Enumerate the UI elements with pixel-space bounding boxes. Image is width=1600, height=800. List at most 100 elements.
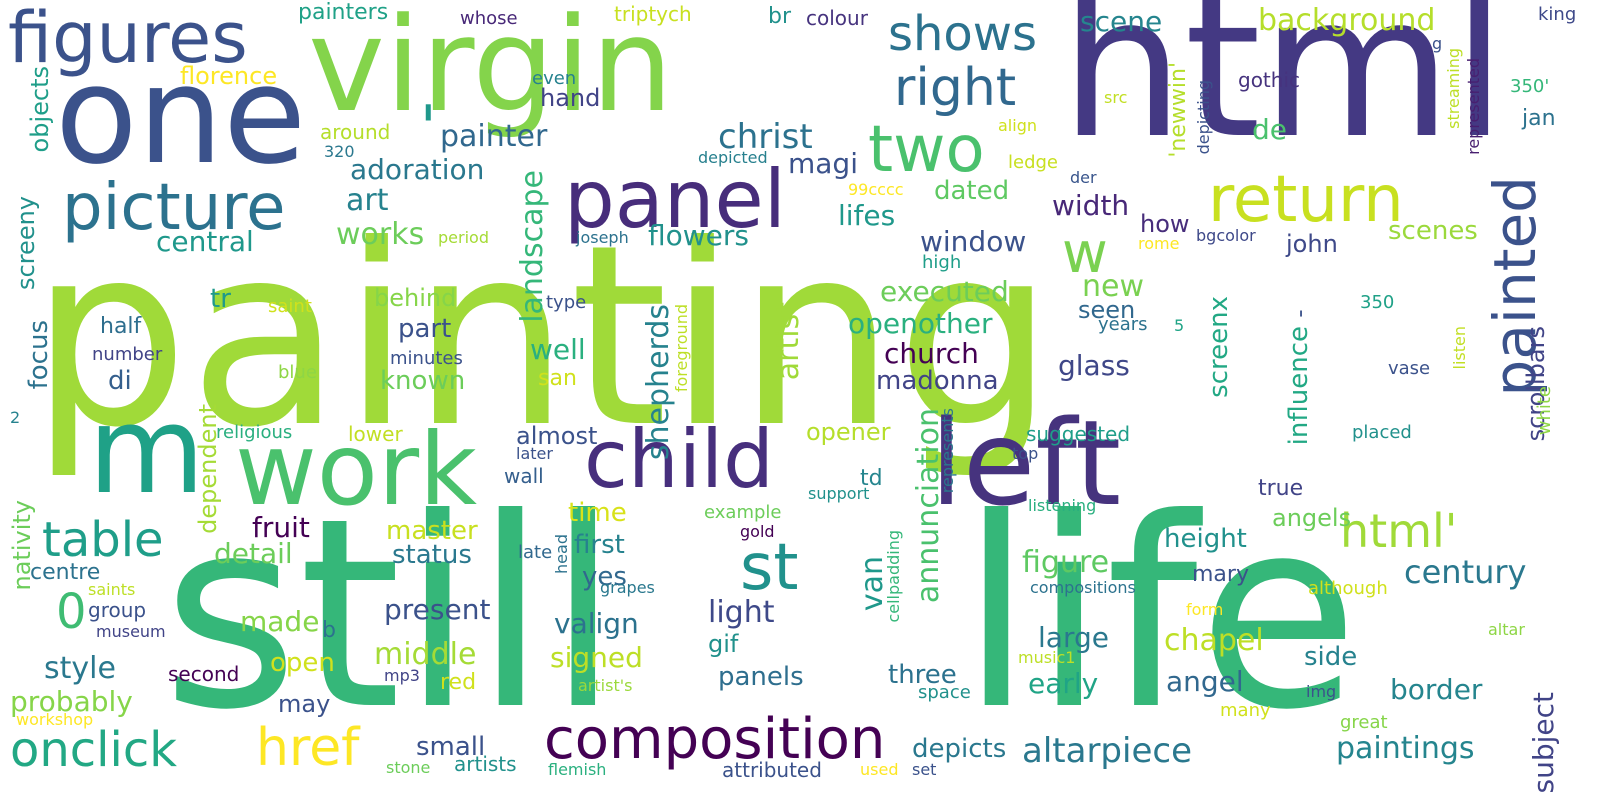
word: width (1052, 189, 1130, 222)
word: g (1432, 34, 1443, 53)
word: 350' (1510, 76, 1550, 97)
word: great (1340, 712, 1388, 733)
word: well (530, 333, 586, 366)
word: century (1404, 553, 1527, 591)
word: painter (440, 119, 548, 154)
word: altar (1488, 620, 1525, 639)
word: even (532, 68, 577, 89)
word: although (1308, 578, 1388, 599)
word: placed (1352, 422, 1412, 443)
word: depicted (698, 148, 768, 167)
word: openother (848, 307, 993, 340)
word: left (930, 394, 1122, 532)
word: saint (268, 296, 312, 317)
word: detail (214, 537, 293, 570)
word: large (1038, 621, 1109, 654)
word: type (546, 292, 587, 313)
word: figures (8, 0, 248, 79)
word: attributed (722, 758, 822, 782)
word: glass (1058, 349, 1130, 382)
word: behind (374, 284, 457, 312)
word: return (1208, 163, 1404, 237)
word: used (860, 760, 899, 779)
word: stone (386, 758, 431, 777)
word: side (1304, 642, 1358, 672)
word: focus (24, 320, 54, 390)
word: table (42, 512, 164, 568)
word: window (920, 225, 1027, 258)
word: artists (454, 752, 517, 776)
word: altarpiece (1022, 731, 1192, 771)
word: tr (210, 284, 231, 314)
word: madonna (876, 366, 999, 396)
word: florence (180, 62, 278, 90)
word: represented (1464, 58, 1483, 155)
word: represents (938, 408, 957, 494)
word: br (768, 4, 792, 29)
word: ' (420, 93, 437, 163)
word: vase (1388, 358, 1431, 379)
word: align (998, 116, 1037, 135)
word: opener (806, 418, 891, 446)
word: cellpadding (884, 530, 903, 623)
word: wall (504, 464, 544, 488)
word: onclick (10, 722, 178, 778)
word: high (922, 252, 962, 273)
word: form (1186, 600, 1224, 619)
word: whose (460, 8, 518, 29)
word: 'newwin' (1166, 62, 1191, 158)
word: depicts (912, 734, 1007, 764)
word: height (1164, 524, 1247, 554)
word: landscape (515, 170, 550, 323)
word: red (440, 670, 477, 695)
word: lower (348, 422, 403, 446)
word: workshop (16, 710, 94, 729)
word: 5 (1174, 316, 1185, 335)
word: executed (880, 275, 1009, 308)
word: 99cccc (848, 180, 904, 199)
word: flowers (648, 219, 749, 252)
word: present (384, 593, 491, 626)
word: artist (771, 302, 806, 381)
word: magi (788, 147, 858, 180)
word: fruit (252, 511, 310, 544)
word: example (704, 502, 782, 523)
word: works (336, 217, 425, 252)
word: href (256, 718, 360, 778)
word: 0 (56, 584, 87, 640)
word: composition (544, 707, 886, 772)
word: listening (1028, 496, 1097, 515)
word: half (100, 314, 142, 339)
word: figure (1022, 545, 1110, 580)
word: first (574, 530, 625, 560)
word: scene (1080, 5, 1163, 38)
word: der (1070, 168, 1097, 187)
word: colour (806, 6, 868, 30)
word: how (1140, 210, 1190, 238)
word: right (894, 58, 1017, 118)
word: objects (26, 66, 54, 153)
word: early (1028, 667, 1099, 700)
word: hand (540, 84, 601, 112)
word: lifes (838, 199, 896, 232)
word: open (270, 648, 335, 678)
word: html' (1340, 504, 1458, 558)
word: panel (564, 153, 786, 246)
word: virgin (308, 0, 674, 141)
word: triptych (614, 2, 692, 26)
word: known (380, 366, 466, 396)
word: one (55, 37, 307, 194)
word: gif (708, 630, 739, 658)
word: middle (374, 637, 477, 672)
word: religious (216, 422, 293, 443)
word: saints (88, 580, 136, 599)
word: central (156, 225, 254, 258)
word: foreground (672, 304, 691, 393)
word: angels (1272, 504, 1352, 532)
word: later (516, 444, 553, 463)
word: set (912, 760, 937, 779)
word: flemish (548, 760, 607, 779)
word: mp3 (384, 666, 420, 685)
word: art (346, 183, 389, 218)
